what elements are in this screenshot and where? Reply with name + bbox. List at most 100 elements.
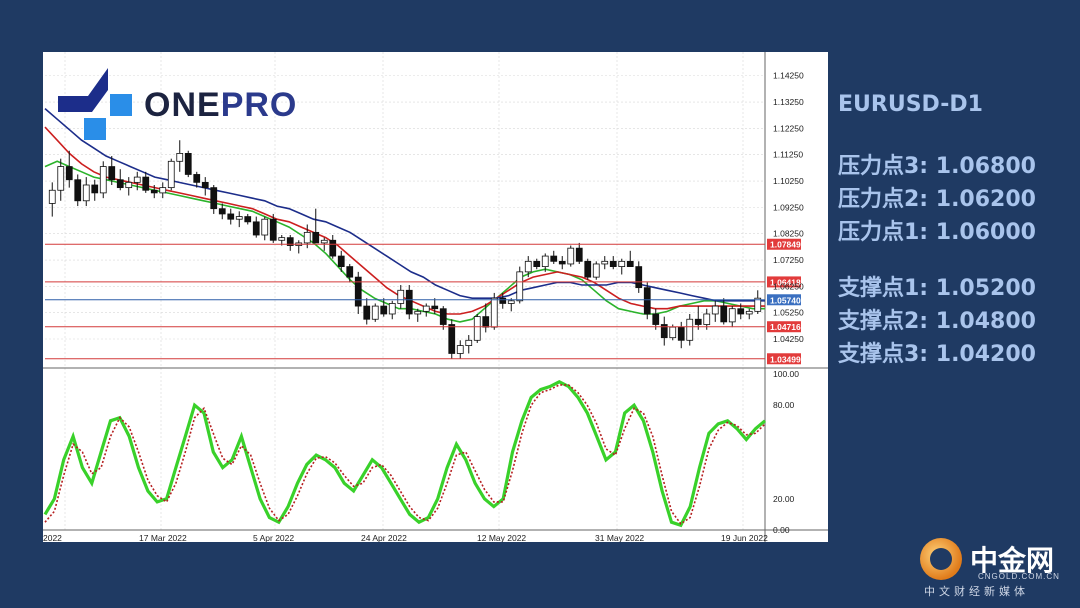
candle-body bbox=[363, 305, 371, 320]
candle-body bbox=[618, 260, 626, 267]
resistance-2: 压力点2: 1.06200 bbox=[838, 187, 1036, 212]
date-tick-label: 5 Apr 2022 bbox=[253, 533, 294, 542]
candle-body bbox=[278, 237, 286, 241]
price-level-label: 1.06418 bbox=[770, 277, 801, 287]
candle-body bbox=[244, 216, 252, 223]
oscillator-tick-label: 80.00 bbox=[773, 400, 795, 410]
candle-body bbox=[337, 255, 345, 267]
candle-body bbox=[703, 313, 711, 325]
candle-body bbox=[711, 305, 719, 315]
price-level-label: 1.03499 bbox=[770, 354, 801, 364]
candle-body bbox=[210, 187, 218, 210]
price-tick-label: 1.06250 bbox=[773, 281, 804, 291]
candle-body bbox=[584, 260, 592, 278]
candle-body bbox=[626, 260, 634, 267]
candle-body bbox=[550, 255, 558, 262]
levels-sidebar: EURUSD-D1 压力点3: 1.06800 压力点2: 1.06200 压力… bbox=[838, 92, 1068, 371]
candle-body bbox=[371, 305, 379, 320]
candle-body bbox=[354, 276, 362, 307]
price-level-label: 1.07849 bbox=[770, 240, 801, 250]
candle-body bbox=[193, 174, 201, 183]
candle-body bbox=[694, 318, 702, 325]
candle-body bbox=[456, 345, 464, 354]
candle-body bbox=[388, 303, 396, 315]
candle-body bbox=[643, 287, 651, 315]
candle-body bbox=[439, 308, 447, 325]
candle-body bbox=[609, 260, 617, 267]
logo-mark bbox=[58, 68, 132, 140]
candle-body bbox=[677, 326, 685, 341]
brand-tagline: 中文财经新媒体 bbox=[924, 585, 1029, 598]
resistance-3: 压力点3: 1.06800 bbox=[838, 154, 1036, 179]
candle-body bbox=[380, 305, 388, 315]
candle-body bbox=[754, 297, 762, 312]
resistance-1: 压力点1: 1.06000 bbox=[838, 220, 1036, 245]
candle-body bbox=[737, 308, 745, 315]
price-tick-label: 1.05250 bbox=[773, 308, 804, 318]
price-level-badge bbox=[767, 353, 801, 365]
date-tick-label: 24 Apr 2022 bbox=[361, 533, 407, 542]
candle-body bbox=[686, 318, 694, 341]
moving-average-line bbox=[44, 126, 765, 315]
candle-body bbox=[660, 324, 668, 339]
candle-body bbox=[184, 153, 192, 175]
candle-body bbox=[346, 266, 354, 278]
logo-pro: PRO bbox=[220, 86, 298, 124]
candle-body bbox=[320, 239, 328, 244]
candle-body bbox=[431, 305, 439, 310]
candle-body bbox=[167, 160, 175, 189]
candle-body bbox=[473, 316, 481, 341]
candle-body bbox=[601, 260, 609, 265]
candle-body bbox=[74, 179, 82, 202]
stochastic-oscillator bbox=[43, 380, 767, 528]
candle-body bbox=[397, 289, 405, 304]
candle-body bbox=[414, 310, 422, 315]
brand-url: CNGOLD.COM.CN bbox=[978, 572, 1060, 581]
logo-wordmark: ONEPRO bbox=[144, 86, 297, 125]
date-tick-label: 12 May 2022 bbox=[477, 533, 526, 542]
coin-icon bbox=[920, 538, 962, 580]
candle-body bbox=[269, 218, 277, 241]
chart-svg: 1.07849 1.06418 1.05740 1.04716 1.03499 1.14… bbox=[43, 52, 828, 542]
candle-body bbox=[533, 260, 541, 267]
price-tick-label: 1.10250 bbox=[773, 176, 804, 186]
price-tick-label: 1.04250 bbox=[773, 334, 804, 344]
candles bbox=[48, 140, 762, 359]
candle-body bbox=[745, 310, 753, 315]
oscillator-tick-label: 20.00 bbox=[773, 494, 795, 504]
candle-body bbox=[176, 153, 184, 162]
support-2: 支撑点2: 1.04800 bbox=[838, 309, 1036, 334]
candle-body bbox=[499, 297, 507, 304]
candle-body bbox=[91, 184, 99, 194]
price-tick-label: 1.09250 bbox=[773, 202, 804, 212]
candle-body bbox=[507, 300, 515, 304]
candle-body bbox=[422, 305, 430, 312]
price-tick-label: 1.08250 bbox=[773, 229, 804, 239]
brand-name: 中金网 bbox=[970, 544, 1055, 577]
candle-body bbox=[329, 239, 337, 257]
candle-body bbox=[516, 271, 524, 302]
candle-body bbox=[652, 313, 660, 325]
candle-body bbox=[728, 308, 736, 323]
candle-body bbox=[490, 297, 498, 328]
candle-body bbox=[303, 231, 311, 244]
candle-body bbox=[201, 181, 209, 189]
candle-body bbox=[405, 289, 413, 315]
candle-body bbox=[286, 237, 294, 246]
candle-body bbox=[48, 189, 56, 204]
date-tick-label: 31 May 2022 bbox=[595, 533, 644, 542]
price-levels: 1.07849 1.06418 1.05740 1.04716 1.03499 bbox=[45, 238, 801, 365]
candle-body bbox=[218, 208, 226, 215]
axes: 1.14250 1.13250 1.12250 1.11250 1.10250 1.092… bbox=[43, 71, 804, 542]
price-tick-label: 1.13250 bbox=[773, 97, 804, 107]
price-tick-label: 1.12250 bbox=[773, 123, 804, 133]
logo: ONEPRO bbox=[58, 68, 318, 148]
chart-panel: 1.07849 1.06418 1.05740 1.04716 1.03499 1.14… bbox=[43, 52, 828, 542]
price-level-badge bbox=[767, 276, 801, 288]
candle-body bbox=[720, 305, 728, 323]
price-tick-label: 1.14250 bbox=[773, 71, 804, 81]
support-1: 支撑点1: 1.05200 bbox=[838, 276, 1036, 301]
candle-body bbox=[235, 216, 243, 220]
candle-body bbox=[567, 247, 575, 265]
moving-average-line bbox=[44, 107, 765, 302]
